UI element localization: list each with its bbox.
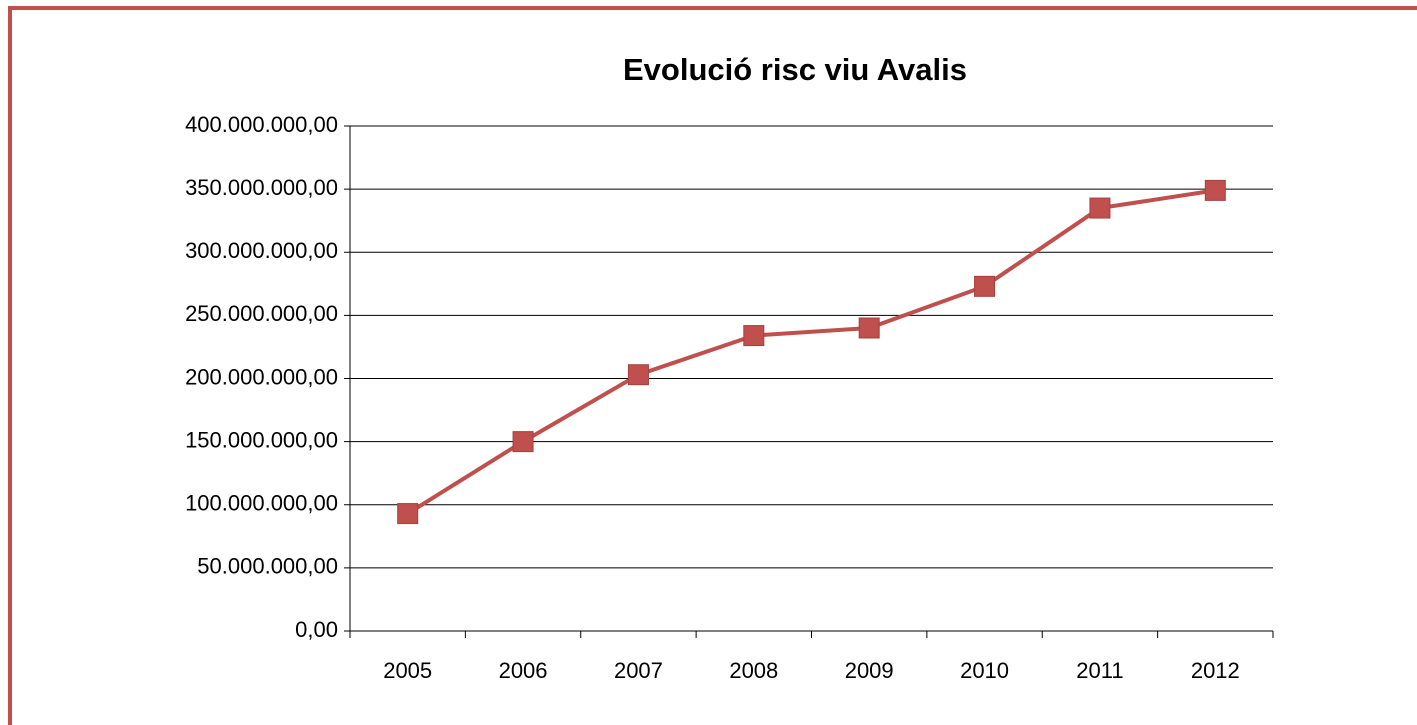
- x-tick-label: 2005: [383, 658, 432, 683]
- y-tick-label: 200.000.000,00: [185, 364, 338, 389]
- y-tick-label: 0,00: [295, 617, 338, 642]
- series-line: [406, 188, 1216, 516]
- y-tick-label: 100.000.000,00: [185, 491, 338, 516]
- x-tick-label: 2006: [499, 658, 548, 683]
- y-tick-label: 250.000.000,00: [185, 301, 338, 326]
- x-tick-label: 2010: [960, 658, 1009, 683]
- point-marker: [397, 503, 419, 525]
- y-tick-label: 300.000.000,00: [185, 238, 338, 263]
- y-tick-label: 350.000.000,00: [185, 175, 338, 200]
- point-marker: [1204, 179, 1226, 201]
- y-tick-label: 50.000.000,00: [197, 554, 338, 579]
- chart-frame: [8, 6, 1417, 725]
- x-tick-label: 2009: [845, 658, 894, 683]
- x-tick-label: 2008: [729, 658, 778, 683]
- chart-title: Evolució risc viu Avalis: [623, 52, 967, 87]
- point-marker: [974, 275, 996, 297]
- x-tick-label: 2012: [1191, 658, 1240, 683]
- point-marker: [743, 325, 765, 347]
- point-marker: [1089, 197, 1111, 219]
- x-tick-label: 2011: [1076, 658, 1123, 683]
- x-tick-label: 2007: [614, 658, 663, 683]
- point-marker: [858, 317, 880, 339]
- y-tick-label: 150.000.000,00: [185, 427, 338, 452]
- y-tick-label: 400.000.000,00: [185, 112, 338, 137]
- point-marker: [627, 364, 649, 386]
- point-marker: [512, 431, 534, 453]
